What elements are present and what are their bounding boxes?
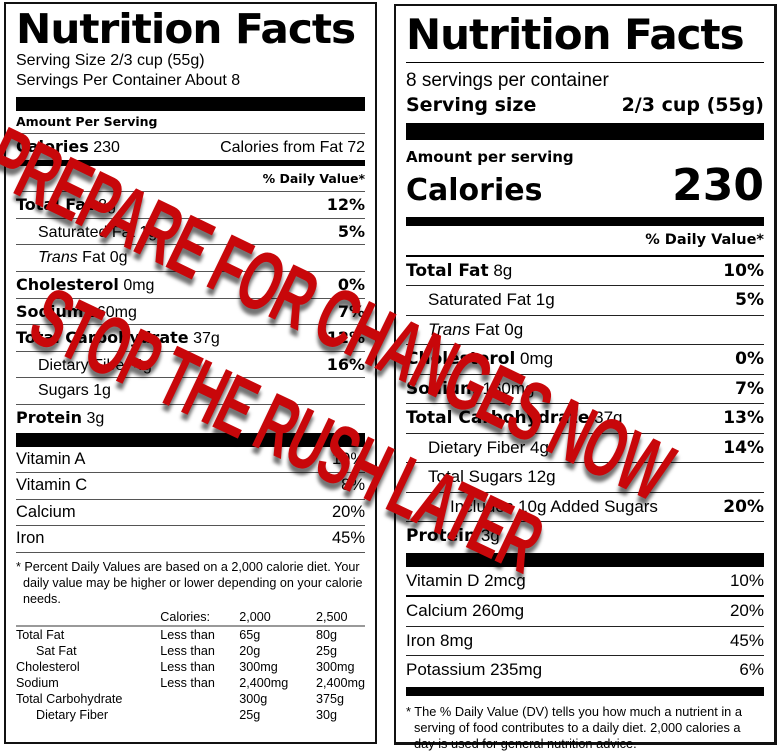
vitamin-row: Potassium 235mg 6% [406,660,764,679]
servings-per-container: Servings Per Container About 8 [16,72,241,89]
footnote: * Percent Daily Values are based on a 2,… [16,559,363,606]
nutrient-row-protein: Protein 3g [406,526,500,546]
calories-row: Calories 230 [406,160,764,211]
nutrient-row-total-sugars: Total Sugars 12g [406,463,764,493]
calories-label: Calories [16,137,89,156]
vitamin-row: Calcium 20% [16,500,365,527]
amount-per-serving: Amount per serving [406,148,574,166]
nutrient-row-total-fat: Total Fat 8g 12% [16,192,365,219]
nutrient-row-saturated-fat: Saturated Fat 1g 5% [16,219,365,246]
vitamin-row: Calcium 260mg 20% [406,597,764,627]
serving-size-row: Serving size 2/3 cup (55g) [406,93,764,117]
nutrient-row-cholesterol: Cholesterol 0mg 0% [16,272,365,299]
thick-divider [406,552,764,567]
thick-divider [16,97,365,111]
nutrient-row-protein: Protein 3g [16,407,105,427]
vitamin-row: Vitamin A 10% [16,447,365,474]
vitamin-row: Vitamin C 8% [16,473,365,500]
vitamin-row: Vitamin D 2mcg 10% [406,567,764,597]
daily-value-header-row: % Daily Value* [406,226,764,257]
nutrient-row-total-carbohydrate: Total Carbohydrate 37g 13% [406,404,764,434]
daily-value-header-row: % Daily Value* [16,166,365,193]
calories-value: 230 [93,139,120,156]
thick-divider [406,217,764,226]
nutrient-row-saturated-fat: Saturated Fat 1g 5% [406,286,764,316]
label-title: Nutrition Facts [406,12,764,63]
amount-per-serving: Amount Per Serving [16,111,365,134]
nutrient-row-dietary-fiber: Dietary Fiber 4g 14% [406,434,764,463]
thick-divider [406,123,764,140]
nutrient-row-sodium: Sodium 160mg 7% [16,299,365,326]
daily-value-header: % Daily Value* [645,232,764,248]
calories-from-fat: Calories from Fat 72 [220,139,365,156]
calories-label: Calories [406,173,543,208]
thick-divider [406,686,764,696]
nutrient-row-trans-fat: Trans Fat 0g [16,245,365,272]
calories-value: 230 [672,160,764,211]
nutrient-row-sodium: Sodium 160mg 7% [406,375,764,404]
daily-value-header: % Daily Value* [262,170,365,186]
footnote: * The % Daily Value (DV) tells you how m… [406,703,742,751]
label-title: Nutrition Facts [16,5,356,53]
new-nutrition-label: Nutrition Facts 8 servings per container… [394,4,777,751]
vitamin-row: Iron 45% [16,526,365,553]
nutrient-row-total-carbohydrate: Total Carbohydrate 37g 12% [16,325,365,352]
nutrient-row-added-sugars: Includes 10g Added Sugars 20% [406,493,764,522]
calories-row: Calories 230 Calories from Fat 72 [16,134,365,166]
serving-size-label: Serving size [406,94,537,116]
servings-per-container: 8 servings per container [406,70,609,91]
daily-values-reference-table: Calories: 2,000 2,500 Total Fat Less than 65… [16,608,365,722]
nutrient-row-trans-fat: Trans Fat 0g [406,316,764,345]
nutrient-row-cholesterol: Cholesterol 0mg 0% [406,345,764,375]
nutrient-row-total-fat: Total Fat 8g 10% [406,257,764,286]
serving-size-value: 2/3 cup (55g) [621,94,764,116]
old-nutrition-label: Nutrition Facts Serving Size 2/3 cup (55… [4,2,377,744]
serving-size: Serving Size 2/3 cup (55g) [16,52,205,69]
nutrient-row-sugars: Sugars 1g [16,378,365,405]
vitamin-row: Iron 8mg 45% [406,627,764,656]
nutrient-row-dietary-fiber: Dietary Fiber 4g 16% [16,352,365,379]
thick-divider [16,432,365,447]
